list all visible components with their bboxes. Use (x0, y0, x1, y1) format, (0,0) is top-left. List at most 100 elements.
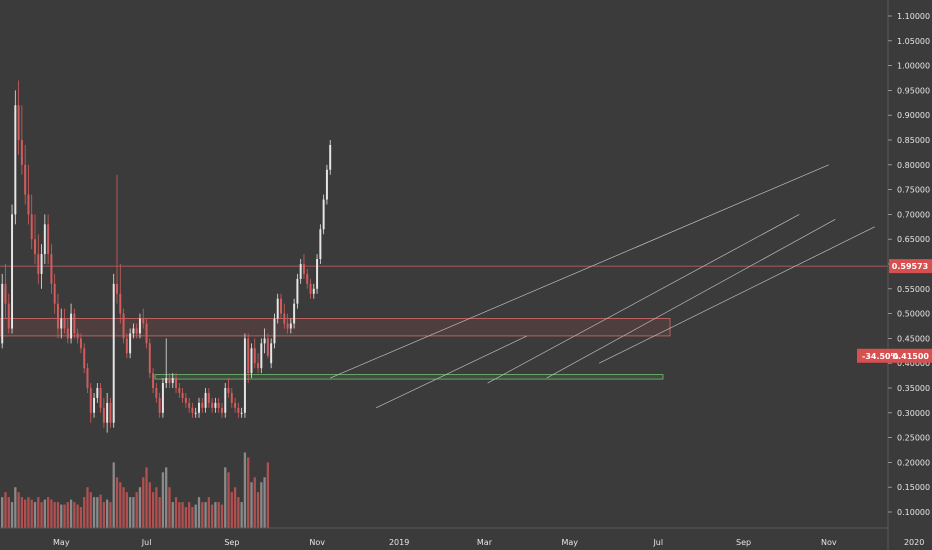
candle-body (168, 378, 171, 384)
candle-body (194, 412, 197, 414)
volume-bar (7, 497, 10, 528)
trend-line (375, 335, 528, 409)
candle-body (148, 343, 151, 374)
volume-bar (96, 497, 99, 528)
y-tick-label: 0.30000 (897, 409, 930, 418)
volume-bar (4, 492, 7, 528)
volume-bar (194, 504, 197, 528)
candle-body (27, 194, 30, 215)
volume-bar (188, 502, 191, 528)
trend-line (330, 164, 829, 379)
volume-layer (1, 452, 270, 528)
candle-body (142, 318, 145, 324)
candle-body (50, 254, 53, 284)
candle-body (93, 397, 96, 413)
candle-body (276, 298, 279, 319)
candle-body (204, 392, 207, 408)
volume-bar (69, 499, 73, 528)
volume-bar (109, 502, 112, 528)
x-tick-label: Mar (477, 538, 493, 547)
volume-bar (79, 507, 83, 528)
candle-body (217, 402, 220, 408)
x-tick-label: 2019 (389, 538, 409, 547)
candle-body (234, 402, 237, 408)
y-tick-label: 1.05000 (897, 37, 930, 46)
volume-bar (233, 487, 237, 528)
candle-body (102, 407, 105, 423)
candle-body (316, 259, 319, 289)
volume-bar (227, 472, 230, 528)
volume-bar (247, 457, 250, 528)
candle-body (198, 402, 200, 413)
candle-body (135, 328, 138, 334)
candle-body (47, 224, 50, 255)
candle-body (175, 378, 178, 388)
volume-bar (263, 477, 266, 528)
volume-bar (119, 482, 122, 528)
x-tick-label: May (561, 538, 578, 547)
candle-body (76, 333, 79, 339)
volume-bar (37, 497, 40, 528)
volume-bar (243, 452, 247, 528)
candle-body (158, 397, 161, 413)
volume-bar (250, 482, 253, 528)
volume-bar (40, 502, 43, 528)
candle-body (329, 144, 332, 170)
volume-bar (122, 487, 125, 528)
candle-body (79, 338, 82, 349)
candle-body (289, 323, 292, 329)
candle-body (17, 105, 20, 140)
candle-body (96, 388, 99, 398)
volume-bar (220, 504, 224, 528)
price-badges: 0.59573 -34.50%0.41500 (857, 259, 932, 363)
y-tick-label: 0.25000 (897, 434, 930, 443)
volume-bar (89, 492, 92, 528)
volume-bar (158, 497, 161, 528)
volume-bar (165, 467, 168, 528)
x-axis: May Jul Sep Nov 2019 Mar May Jul Sep Nov 2020 (0, 527, 924, 547)
candle-body (302, 264, 305, 274)
candle-body (119, 293, 122, 314)
candle-body (56, 303, 59, 329)
volume-bar (66, 502, 69, 528)
volume-bar (155, 487, 158, 528)
candle-body (273, 318, 276, 344)
volume-bar (204, 502, 207, 528)
candle-body (280, 298, 282, 314)
volume-bar (46, 497, 50, 528)
volume-bar (60, 504, 63, 528)
y-tick-label: 0.65000 (897, 235, 930, 244)
candle-body (191, 407, 194, 413)
volume-bar (63, 504, 66, 528)
candle-body (224, 388, 227, 413)
candle-body (227, 388, 230, 393)
last-price-label: 0.41500 (893, 352, 930, 361)
volume-bar (256, 492, 260, 528)
y-tick-label: 0.55000 (897, 285, 930, 294)
volume-bar (106, 499, 109, 528)
level-badge-box (889, 259, 932, 274)
volume-bar (56, 502, 60, 528)
volume-bar (161, 472, 165, 528)
volume-bar (50, 499, 53, 528)
candle-body (165, 378, 168, 384)
candle-body (53, 283, 56, 304)
candle-body (312, 288, 315, 294)
candle-body (296, 278, 299, 304)
candle-body (129, 333, 132, 354)
trend-line (487, 214, 800, 384)
support-zone (154, 374, 664, 380)
volume-bar (102, 502, 106, 528)
volume-bar (230, 492, 233, 528)
volume-bar (76, 504, 79, 528)
candle-body (112, 283, 115, 423)
volume-bar (178, 502, 181, 528)
candle-body (20, 140, 23, 165)
volume-bar (266, 462, 270, 528)
candle-body (14, 105, 17, 215)
candle-body (171, 378, 174, 384)
volume-bar (24, 499, 27, 528)
